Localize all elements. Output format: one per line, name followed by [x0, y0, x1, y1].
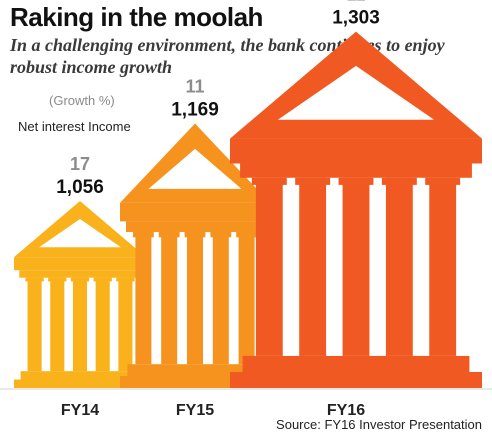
temple-column: [299, 177, 327, 356]
category-label-fy15: FY15: [176, 402, 214, 419]
temple-column: [118, 277, 133, 372]
temple-column: [135, 231, 152, 365]
temple-column: [342, 177, 370, 356]
temple-column: [238, 231, 255, 365]
temple-column: [72, 277, 88, 372]
value-label-fy14: 1,056: [56, 177, 104, 198]
temple-column: [385, 177, 413, 356]
temple-column: [429, 177, 457, 356]
growth-label-fy16: 11: [346, 0, 365, 5]
legend-growth-label: (Growth %): [49, 93, 115, 108]
temple-column: [95, 277, 110, 372]
value-label-fy15: 1,169: [171, 100, 219, 121]
temple-column: [212, 231, 229, 365]
temple-bar-fy16: [230, 31, 482, 389]
temple-bar-fy14: [14, 201, 146, 389]
temple-column: [161, 231, 178, 365]
category-label-fy14: FY14: [61, 402, 99, 419]
temple-column: [187, 231, 203, 365]
source-note: Source: FY16 Investor Presentation: [276, 417, 482, 432]
growth-label-fy14: 17: [70, 154, 90, 174]
chart-title: Raking in the moolah: [10, 2, 263, 32]
baseline: [0, 388, 492, 390]
temple-column: [255, 177, 283, 356]
temple-column: [27, 277, 42, 372]
value-label-fy16: 1,303: [332, 8, 380, 29]
legend-metric-label: Net interest Income: [18, 119, 131, 134]
growth-label-fy15: 11: [185, 77, 204, 97]
temple-column: [50, 277, 65, 372]
category-label-fy16: FY16: [327, 402, 365, 419]
